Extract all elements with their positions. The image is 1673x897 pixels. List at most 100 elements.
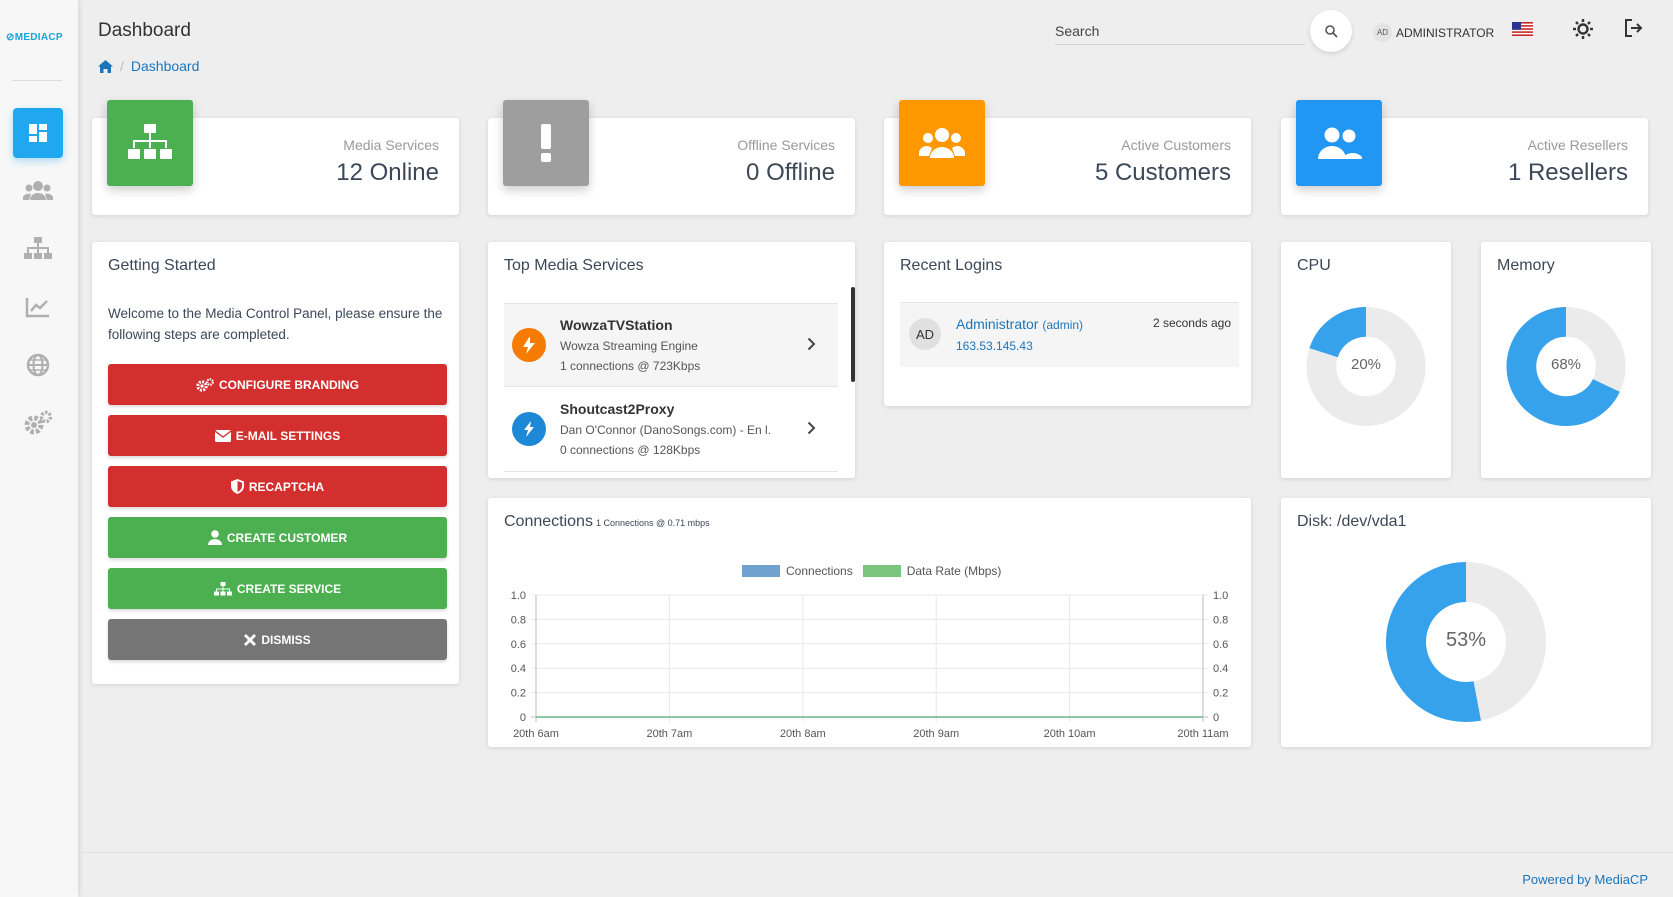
close-icon xyxy=(244,633,257,646)
create-service-button[interactable]: CREATE SERVICE xyxy=(108,568,447,609)
y-tick-label-left: 0.2 xyxy=(511,688,526,700)
cpu-donut-chart xyxy=(1306,307,1426,426)
y-tick-label-left: 0.8 xyxy=(511,614,526,626)
footer-divider xyxy=(78,852,1673,853)
login-user[interactable]: Administrator (admin) xyxy=(956,316,1083,332)
button-label: CREATE SERVICE xyxy=(236,581,342,596)
memory-donut-chart xyxy=(1506,307,1626,426)
getting-started-text: Welcome to the Media Control Panel, plea… xyxy=(108,306,443,342)
button-label: CONFIGURE BRANDING xyxy=(219,377,359,392)
sidebar-item-reports[interactable] xyxy=(13,282,63,332)
chevron-right-icon xyxy=(807,337,816,351)
recent-logins-card: Recent Logins AD Administrator (admin) 1… xyxy=(884,242,1251,406)
sitemap-icon xyxy=(213,581,232,595)
media-list-scrollbar[interactable] xyxy=(851,287,855,382)
breadcrumb-dashboard[interactable]: Dashboard xyxy=(130,58,200,74)
media-service-connections: 1 connections @ 723Kbps xyxy=(560,359,701,373)
recaptcha-button[interactable]: RECAPTCHA xyxy=(108,466,447,507)
user-icon xyxy=(207,530,222,545)
legend-item-connections[interactable]: Connections xyxy=(742,564,853,578)
y-tick-label-right: 1.0 xyxy=(1213,590,1228,602)
y-tick-label-right: 0.2 xyxy=(1213,688,1228,700)
sitemap-icon xyxy=(24,237,52,259)
sidebar-item-settings[interactable] xyxy=(13,398,63,448)
media-service-item[interactable]: Shoutcast2Proxy Dan O'Connor (DanoSongs.… xyxy=(504,388,838,472)
dashboard-icon xyxy=(29,124,47,142)
page-title: Dashboard xyxy=(98,20,191,41)
disk-card: Disk: /dev/vda1 53% xyxy=(1281,498,1651,747)
globe-icon xyxy=(26,353,50,377)
mediacp-logo[interactable]: ⊘MEDIACP xyxy=(6,32,63,43)
login-entry[interactable]: AD Administrator (admin) 163.53.145.43 2… xyxy=(900,302,1239,367)
connections-line-chart: 1.0 1.0 0.8 0.8 0.6 0.6 0.4 0.4 0.2 0.2 0 0 20th 6am… xyxy=(511,590,1229,740)
connections-subtitle: 1 Connections @ 0.71 mbps xyxy=(595,518,710,528)
y-tick-label-left: 0.6 xyxy=(511,639,526,651)
legend-item-data-rate[interactable]: Data Rate (Mbps) xyxy=(862,564,1001,578)
card-title: CPU xyxy=(1297,257,1331,274)
home-icon[interactable] xyxy=(98,59,113,73)
y-tick-label-right: 0.8 xyxy=(1213,614,1228,626)
breadcrumb-separator: / xyxy=(120,58,124,74)
stat-value: 0 Offline xyxy=(746,159,835,186)
media-service-name: Shoutcast2Proxy xyxy=(560,401,675,417)
us-flag-icon[interactable] xyxy=(1512,22,1533,36)
user-avatar: AD xyxy=(1373,23,1392,42)
envelope-icon xyxy=(214,429,231,442)
cogs-icon xyxy=(196,377,214,392)
sun-icon xyxy=(1573,19,1593,39)
shoutcast-logo-icon xyxy=(512,412,546,446)
email-settings-button[interactable]: E-MAIL SETTINGS xyxy=(108,415,447,456)
media-service-engine: Dan O'Connor (DanoSongs.com) - En l... xyxy=(560,423,770,437)
sidebar-item-network[interactable] xyxy=(13,340,63,390)
sidebar-item-dashboard[interactable] xyxy=(13,108,63,158)
theme-toggle-button[interactable] xyxy=(1573,19,1593,44)
button-label: RECAPTCHA xyxy=(248,479,325,494)
memory-percent-label: 68% xyxy=(1550,356,1582,373)
cpu-slice[interactable] xyxy=(1309,307,1367,359)
stat-label: Active Resellers xyxy=(1527,137,1628,153)
footer-link[interactable]: Powered by MediaCP xyxy=(1522,872,1648,887)
stat-icon-media-services xyxy=(107,100,193,186)
x-tick-label: 20th 9am xyxy=(913,728,959,740)
cpu-card: CPU 20% xyxy=(1281,242,1451,478)
stat-value: 1 Resellers xyxy=(1507,159,1628,186)
card-title: Recent Logins xyxy=(900,257,1003,274)
x-tick-label: 20th 7am xyxy=(646,728,692,740)
stat-icon-offline-services xyxy=(503,100,589,186)
media-service-name: WowzaTVStation xyxy=(560,317,673,333)
search-button[interactable] xyxy=(1310,10,1352,52)
configure-branding-button[interactable]: CONFIGURE BRANDING xyxy=(108,364,447,405)
x-tick-label: 20th 11am xyxy=(1177,728,1228,740)
logout-button[interactable] xyxy=(1624,19,1643,42)
sidebar-item-services[interactable] xyxy=(13,224,63,274)
media-service-item[interactable]: WowzaTVStation Wowza Streaming Engine 1 … xyxy=(504,303,838,387)
stat-label: Active Customers xyxy=(1121,137,1231,153)
users-icon xyxy=(23,181,53,200)
x-tick-label: 20th 10am xyxy=(1044,728,1096,740)
memory-slice[interactable] xyxy=(1506,307,1620,426)
button-label: DISMISS xyxy=(261,632,311,647)
sidebar-item-customers[interactable] xyxy=(13,166,63,216)
user-friends-icon xyxy=(1318,127,1362,159)
y-tick-label-left: 0.4 xyxy=(511,663,526,675)
dismiss-button[interactable]: DISMISS xyxy=(108,619,447,660)
media-service-connections: 0 connections @ 128Kbps xyxy=(560,443,701,457)
chart-legend: Connections Data Rate (Mbps) xyxy=(742,564,1011,578)
search-input[interactable] xyxy=(1055,18,1305,45)
login-user-role: (admin) xyxy=(1042,318,1084,332)
sitemap-icon xyxy=(128,124,172,159)
user-menu[interactable]: AD ADMINISTRATOR xyxy=(1373,23,1494,42)
stat-label: Offline Services xyxy=(737,137,835,153)
card-title: Disk: /dev/vda1 xyxy=(1297,513,1407,530)
connections-title: Connections xyxy=(504,513,593,530)
shield-icon xyxy=(230,479,244,494)
disk-slice[interactable] xyxy=(1386,562,1481,722)
y-tick-label-left: 1.0 xyxy=(511,590,526,602)
users-icon xyxy=(919,128,965,158)
connections-card: Connections 1 Connections @ 0.71 mbps Con… xyxy=(488,498,1251,747)
stat-icon-active-customers xyxy=(899,100,985,186)
memory-card: Memory 68% xyxy=(1481,242,1651,478)
login-ip[interactable]: 163.53.145.43 xyxy=(956,339,1033,353)
create-customer-button[interactable]: CREATE CUSTOMER xyxy=(108,517,447,558)
exclamation-icon xyxy=(541,124,551,162)
